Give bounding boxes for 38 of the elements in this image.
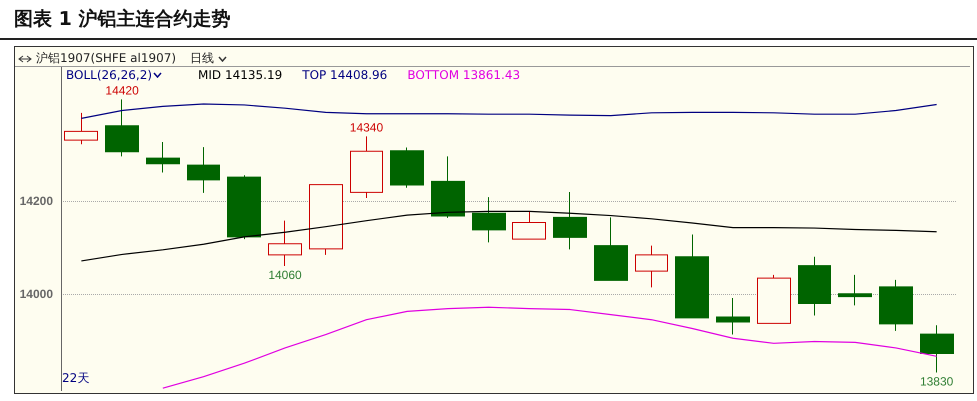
annotation: 13830 [920, 374, 954, 388]
candlestick [268, 220, 302, 267]
annotation: BOLL(26,26,2) [66, 68, 154, 82]
candlestick [635, 245, 668, 288]
candlestick [798, 256, 831, 316]
annotation: 22天 [62, 370, 90, 387]
candlestick [309, 184, 343, 256]
text: TOP 14408.96 [302, 68, 388, 82]
candlestick [105, 98, 139, 157]
candlestick [64, 112, 98, 145]
candlestick [350, 136, 383, 198]
text: MID 14135.19 [198, 68, 282, 82]
candlestick [187, 146, 220, 194]
candlestick [146, 141, 180, 174]
candlestick [472, 196, 506, 243]
annotation: 14060 [268, 268, 302, 282]
y-tick-label: 14000 [20, 286, 54, 301]
line-series [80, 210, 938, 262]
candlestick [594, 216, 628, 281]
candlestick [227, 174, 261, 240]
line-series [80, 103, 938, 119]
candlestick [757, 274, 791, 324]
candlestick [431, 156, 465, 218]
text: 日线 [190, 50, 214, 67]
text: BOTTOM 13861.43 [407, 68, 520, 82]
candlestick [675, 234, 709, 318]
annotation: 14340 [350, 120, 384, 134]
candlestick [879, 279, 913, 332]
chart-subtitle: 沪铝1907(SHFE al1907) [36, 50, 176, 67]
annotation: 14420 [105, 83, 140, 98]
candlestick [716, 297, 750, 336]
y-tick-label: 14200 [20, 194, 54, 208]
candlestick [553, 191, 587, 250]
candlestick [390, 147, 424, 188]
candlestick [512, 210, 546, 240]
candlestick [920, 324, 954, 373]
candlestick [838, 274, 872, 306]
chart-title: 图表 1 沪铝主连合约走势 [14, 7, 230, 32]
